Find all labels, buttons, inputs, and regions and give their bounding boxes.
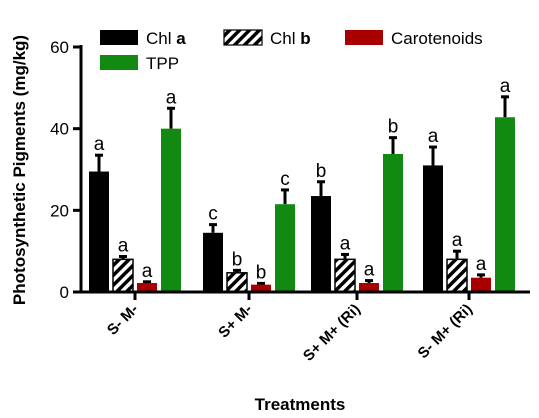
bar-chl-b <box>226 272 248 293</box>
legend-label: Chl a <box>146 29 186 48</box>
bar-carotenoids <box>251 284 271 292</box>
significance-letter: a <box>500 76 511 97</box>
significance-letter: c <box>280 169 290 190</box>
significance-letter: c <box>208 204 218 225</box>
y-tick-label: 40 <box>50 120 69 139</box>
legend-swatch <box>223 29 263 46</box>
significance-letter: a <box>428 126 439 147</box>
bar-tpp <box>495 117 515 292</box>
x-category-label: S- M+ (Ri) <box>415 301 476 362</box>
y-tick-label: 60 <box>50 38 69 57</box>
legend-label: TPP <box>146 54 179 73</box>
bar-tpp <box>383 153 403 292</box>
bar-chl-a <box>89 171 109 292</box>
bar-tpp <box>275 204 295 292</box>
significance-letter: b <box>388 117 399 138</box>
significance-letter: a <box>364 260 375 281</box>
significance-letter: a <box>476 254 487 275</box>
significance-letter: a <box>166 87 177 108</box>
legend-label: Chl b <box>270 29 311 48</box>
y-tick-label: 20 <box>50 201 69 220</box>
bar-tpp <box>161 128 181 292</box>
bar-chl-a <box>311 196 331 292</box>
y-axis-title: Photosynthetic Pigments (mg/kg) <box>10 35 29 305</box>
significance-letter: a <box>94 134 105 155</box>
legend-swatch <box>100 55 138 70</box>
bar-chl-b <box>334 258 356 293</box>
significance-letter: b <box>316 161 327 182</box>
legend-label: Carotenoids <box>391 29 483 48</box>
bar-chl-a <box>423 165 443 292</box>
bar-chl-a <box>203 232 223 292</box>
bar-chl-b <box>446 258 468 293</box>
significance-letter: a <box>452 230 463 251</box>
significance-letter: a <box>340 233 351 254</box>
significance-letter: b <box>256 262 267 283</box>
x-category-label: S+ M- <box>215 301 256 342</box>
x-category-label: S- M- <box>104 301 142 339</box>
significance-letter: a <box>142 261 153 282</box>
significance-letter: a <box>118 235 129 256</box>
bar-carotenoids <box>471 277 491 292</box>
x-axis-title: Treatments <box>255 395 346 414</box>
bar-carotenoids <box>137 283 157 292</box>
significance-letter: b <box>232 249 243 270</box>
y-tick-label: 0 <box>60 283 69 302</box>
bar-carotenoids <box>359 283 379 292</box>
bar-chl-b <box>112 258 134 293</box>
x-category-label: S+ M+ (Ri) <box>300 301 364 365</box>
legend-swatch <box>100 30 138 45</box>
legend-swatch <box>345 30 383 45</box>
